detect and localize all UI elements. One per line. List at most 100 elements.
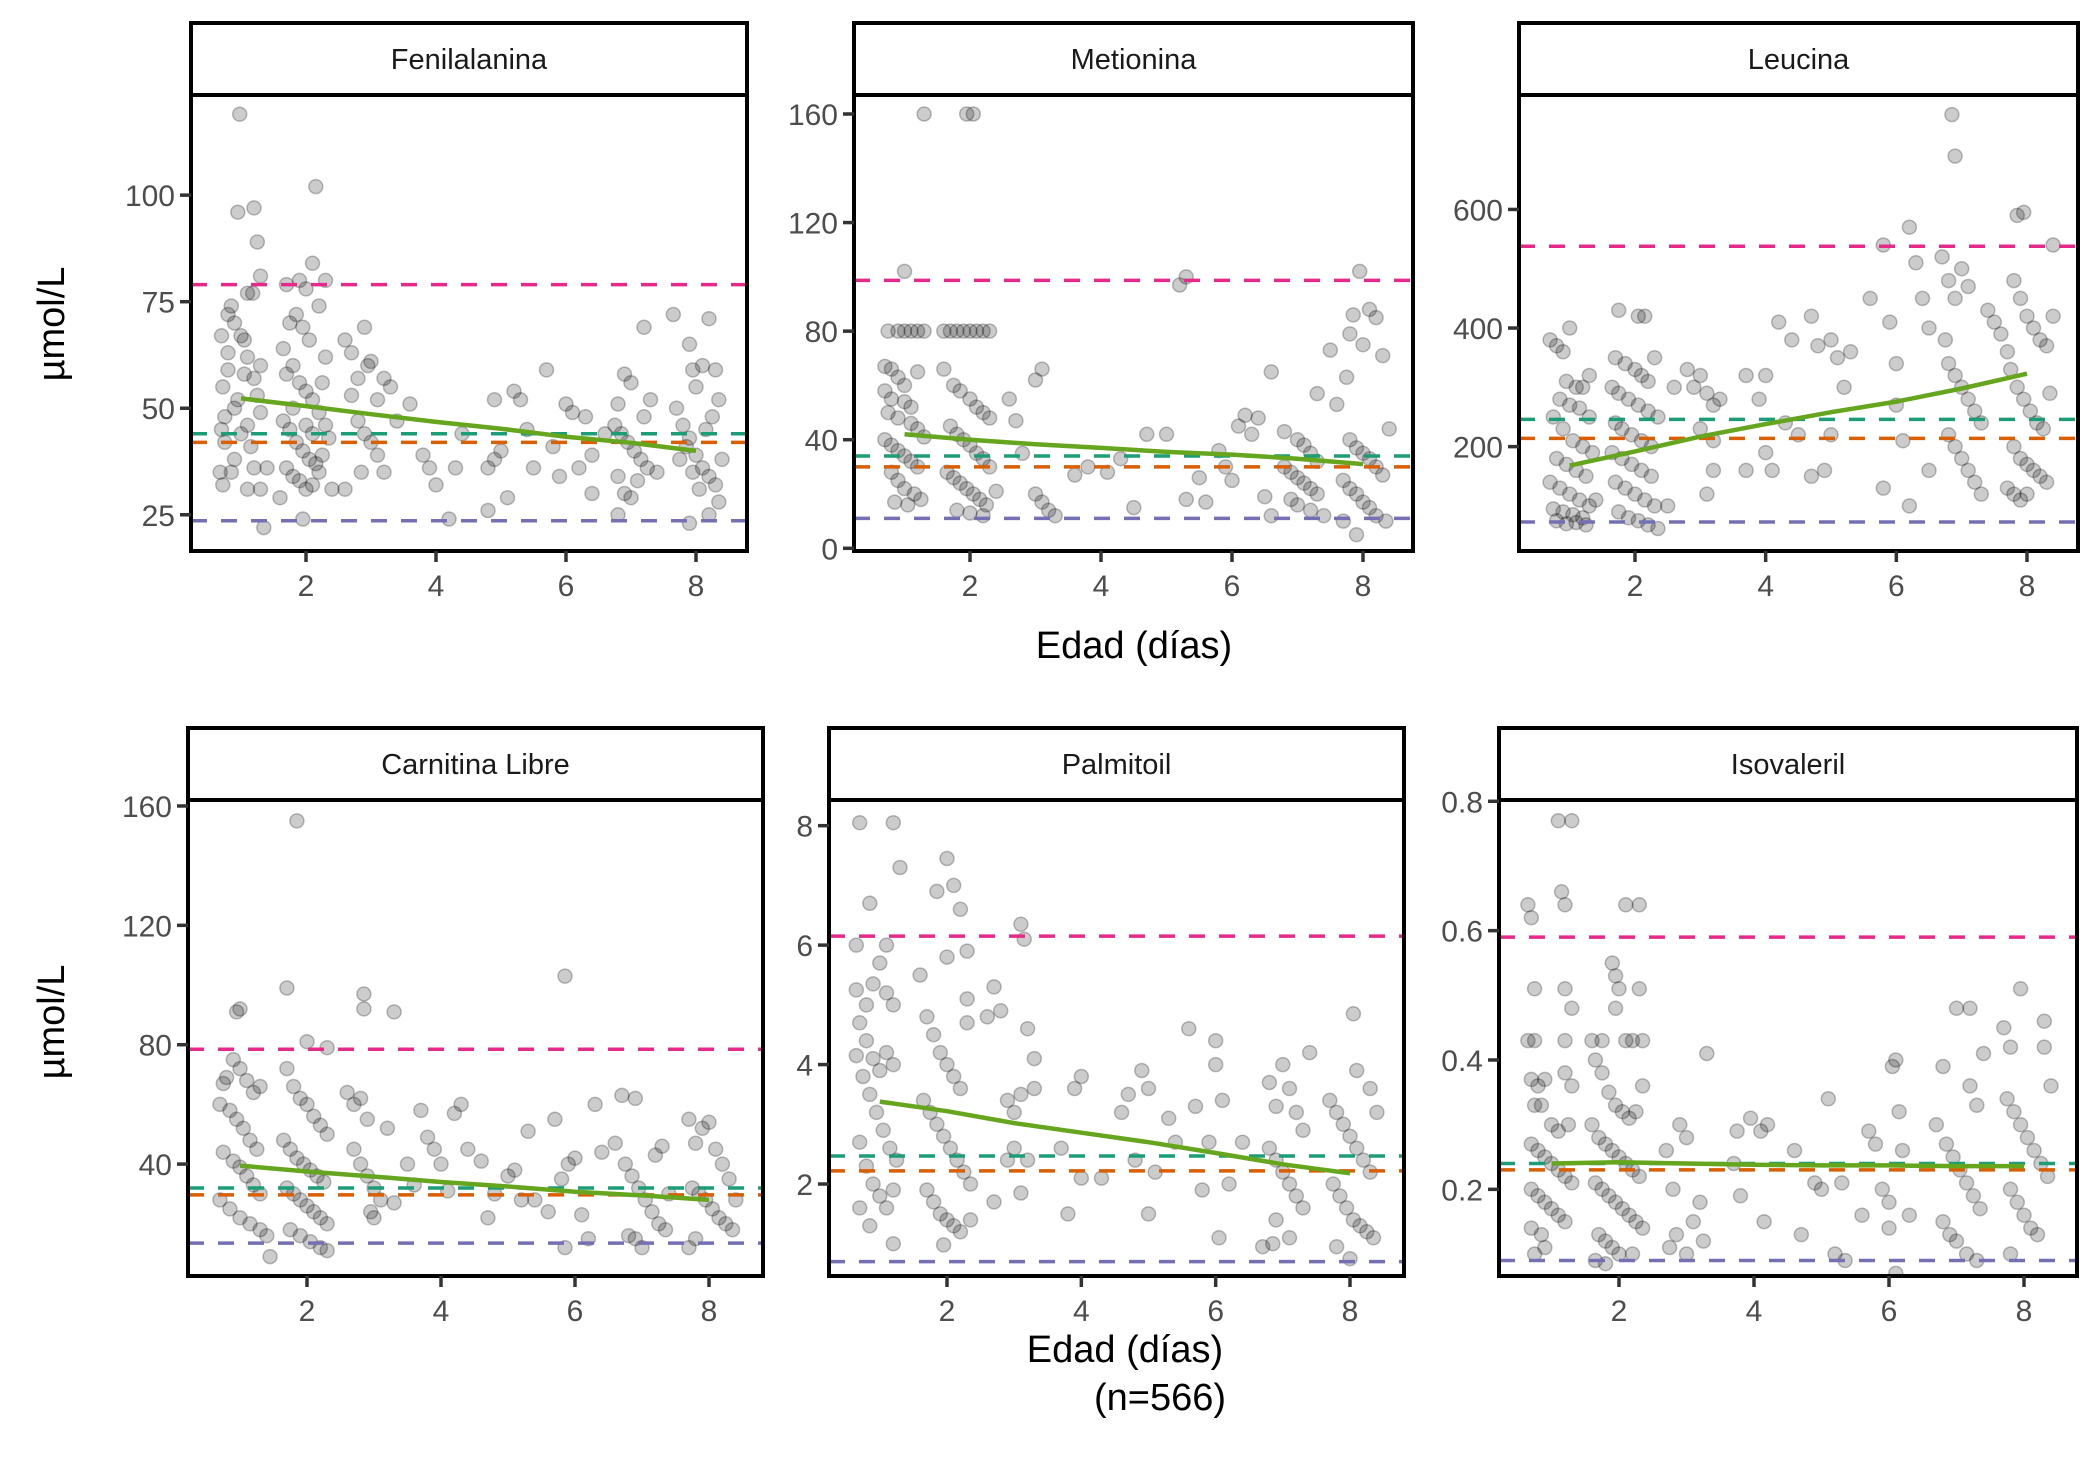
data-point [1764, 462, 1780, 479]
data-point [399, 1156, 416, 1172]
data-point [688, 379, 704, 395]
data-point [1296, 437, 1312, 453]
data-point [1834, 1175, 1850, 1191]
data-point [885, 1235, 902, 1252]
data-point [1705, 462, 1722, 479]
data-point [885, 1182, 902, 1198]
data-point [1618, 897, 1634, 913]
data-point [1732, 1188, 1749, 1204]
data-point [236, 366, 253, 382]
data-point [246, 200, 262, 216]
y-tick-label: 0.6 [1441, 916, 1483, 949]
data-point [939, 850, 955, 867]
data-point [668, 400, 685, 416]
data-point [1661, 1239, 1678, 1256]
data-point [1617, 480, 1633, 496]
data-point [571, 460, 587, 476]
data-point [929, 1116, 945, 1133]
data-point [1630, 397, 1647, 413]
data-point [256, 519, 272, 536]
data-point [906, 486, 923, 502]
facet-strip [852, 21, 1415, 97]
trend-line [1551, 1159, 2024, 1169]
data-point [1759, 1116, 1776, 1133]
data-point [1751, 391, 1767, 407]
y-axis-title-bottom: µmol/L [31, 965, 73, 1080]
data-point [1006, 1140, 1022, 1156]
data-point [1584, 1032, 1600, 1049]
data-point [968, 323, 985, 339]
data-point [627, 1090, 644, 1107]
data-point [1894, 1142, 1911, 1159]
data-point [1729, 1123, 1745, 1139]
x-tick-label: 8 [1355, 570, 1372, 603]
data-point [538, 362, 555, 378]
x-tick-label: 2 [1611, 1295, 1628, 1328]
data-point [945, 377, 962, 394]
data-point [447, 460, 464, 476]
data-point [1587, 1052, 1604, 1068]
data-point [1187, 1098, 1204, 1115]
data-point [1345, 1006, 1362, 1022]
data-point [1198, 494, 1214, 510]
data-point [220, 345, 236, 361]
data-point [865, 976, 881, 992]
data-point [909, 364, 926, 380]
plot-area [829, 814, 1404, 1267]
data-point [520, 1123, 536, 1140]
data-point [1237, 407, 1253, 424]
data-point [639, 460, 656, 476]
data-point [1281, 1176, 1298, 1192]
data-point [1935, 1213, 1951, 1230]
data-point [282, 1221, 299, 1238]
data-point [560, 1156, 577, 1172]
data-point [939, 949, 955, 965]
data-point [1624, 1032, 1641, 1049]
data-point [1053, 1140, 1069, 1156]
data-point [1607, 1097, 1624, 1114]
x-tick-label: 2 [939, 1295, 956, 1328]
data-point [1953, 260, 1970, 277]
data-point [952, 901, 969, 918]
data-point [1047, 507, 1063, 524]
data-point [1073, 1068, 1090, 1085]
data-point [1947, 438, 1963, 455]
data-point [858, 997, 875, 1013]
data-point [714, 1156, 731, 1172]
data-point [1359, 1224, 1375, 1240]
data-point [2036, 1013, 2053, 1029]
facet-strip-label: Palmitoil [1062, 749, 1172, 781]
y-tick-label: 50 [142, 393, 175, 426]
data-point [2032, 332, 2048, 348]
data-point [919, 1182, 935, 1198]
data-point [1006, 1104, 1022, 1121]
data-point [1568, 379, 1584, 396]
data-point [1607, 474, 1624, 490]
data-point [1627, 361, 1643, 378]
x-tick-label: 4 [428, 570, 445, 603]
data-point [1561, 486, 1578, 502]
data-point [1993, 326, 2009, 342]
data-point [500, 1168, 516, 1184]
x-tick-label: 6 [1207, 1295, 1224, 1328]
data-point [1587, 1175, 1604, 1191]
data-point [1921, 462, 1937, 479]
data-point [1953, 450, 1970, 467]
data-point [707, 362, 724, 378]
data-point [610, 396, 626, 412]
data-point [1935, 1058, 1951, 1075]
data-point [1281, 1080, 1298, 1097]
data-point [1757, 444, 1774, 461]
x-tick-label: 4 [1073, 1295, 1090, 1328]
data-point [1793, 1226, 1810, 1243]
data-point [1604, 1239, 1621, 1256]
y-tick-label: 40 [805, 425, 838, 458]
data-point [962, 1212, 979, 1228]
data-point [246, 460, 262, 476]
data-point [2036, 1039, 2053, 1055]
data-point [1631, 981, 1648, 997]
data-point [525, 460, 542, 476]
facet-strip [189, 21, 749, 97]
data-point [1295, 1122, 1311, 1139]
data-point [1842, 344, 1859, 360]
